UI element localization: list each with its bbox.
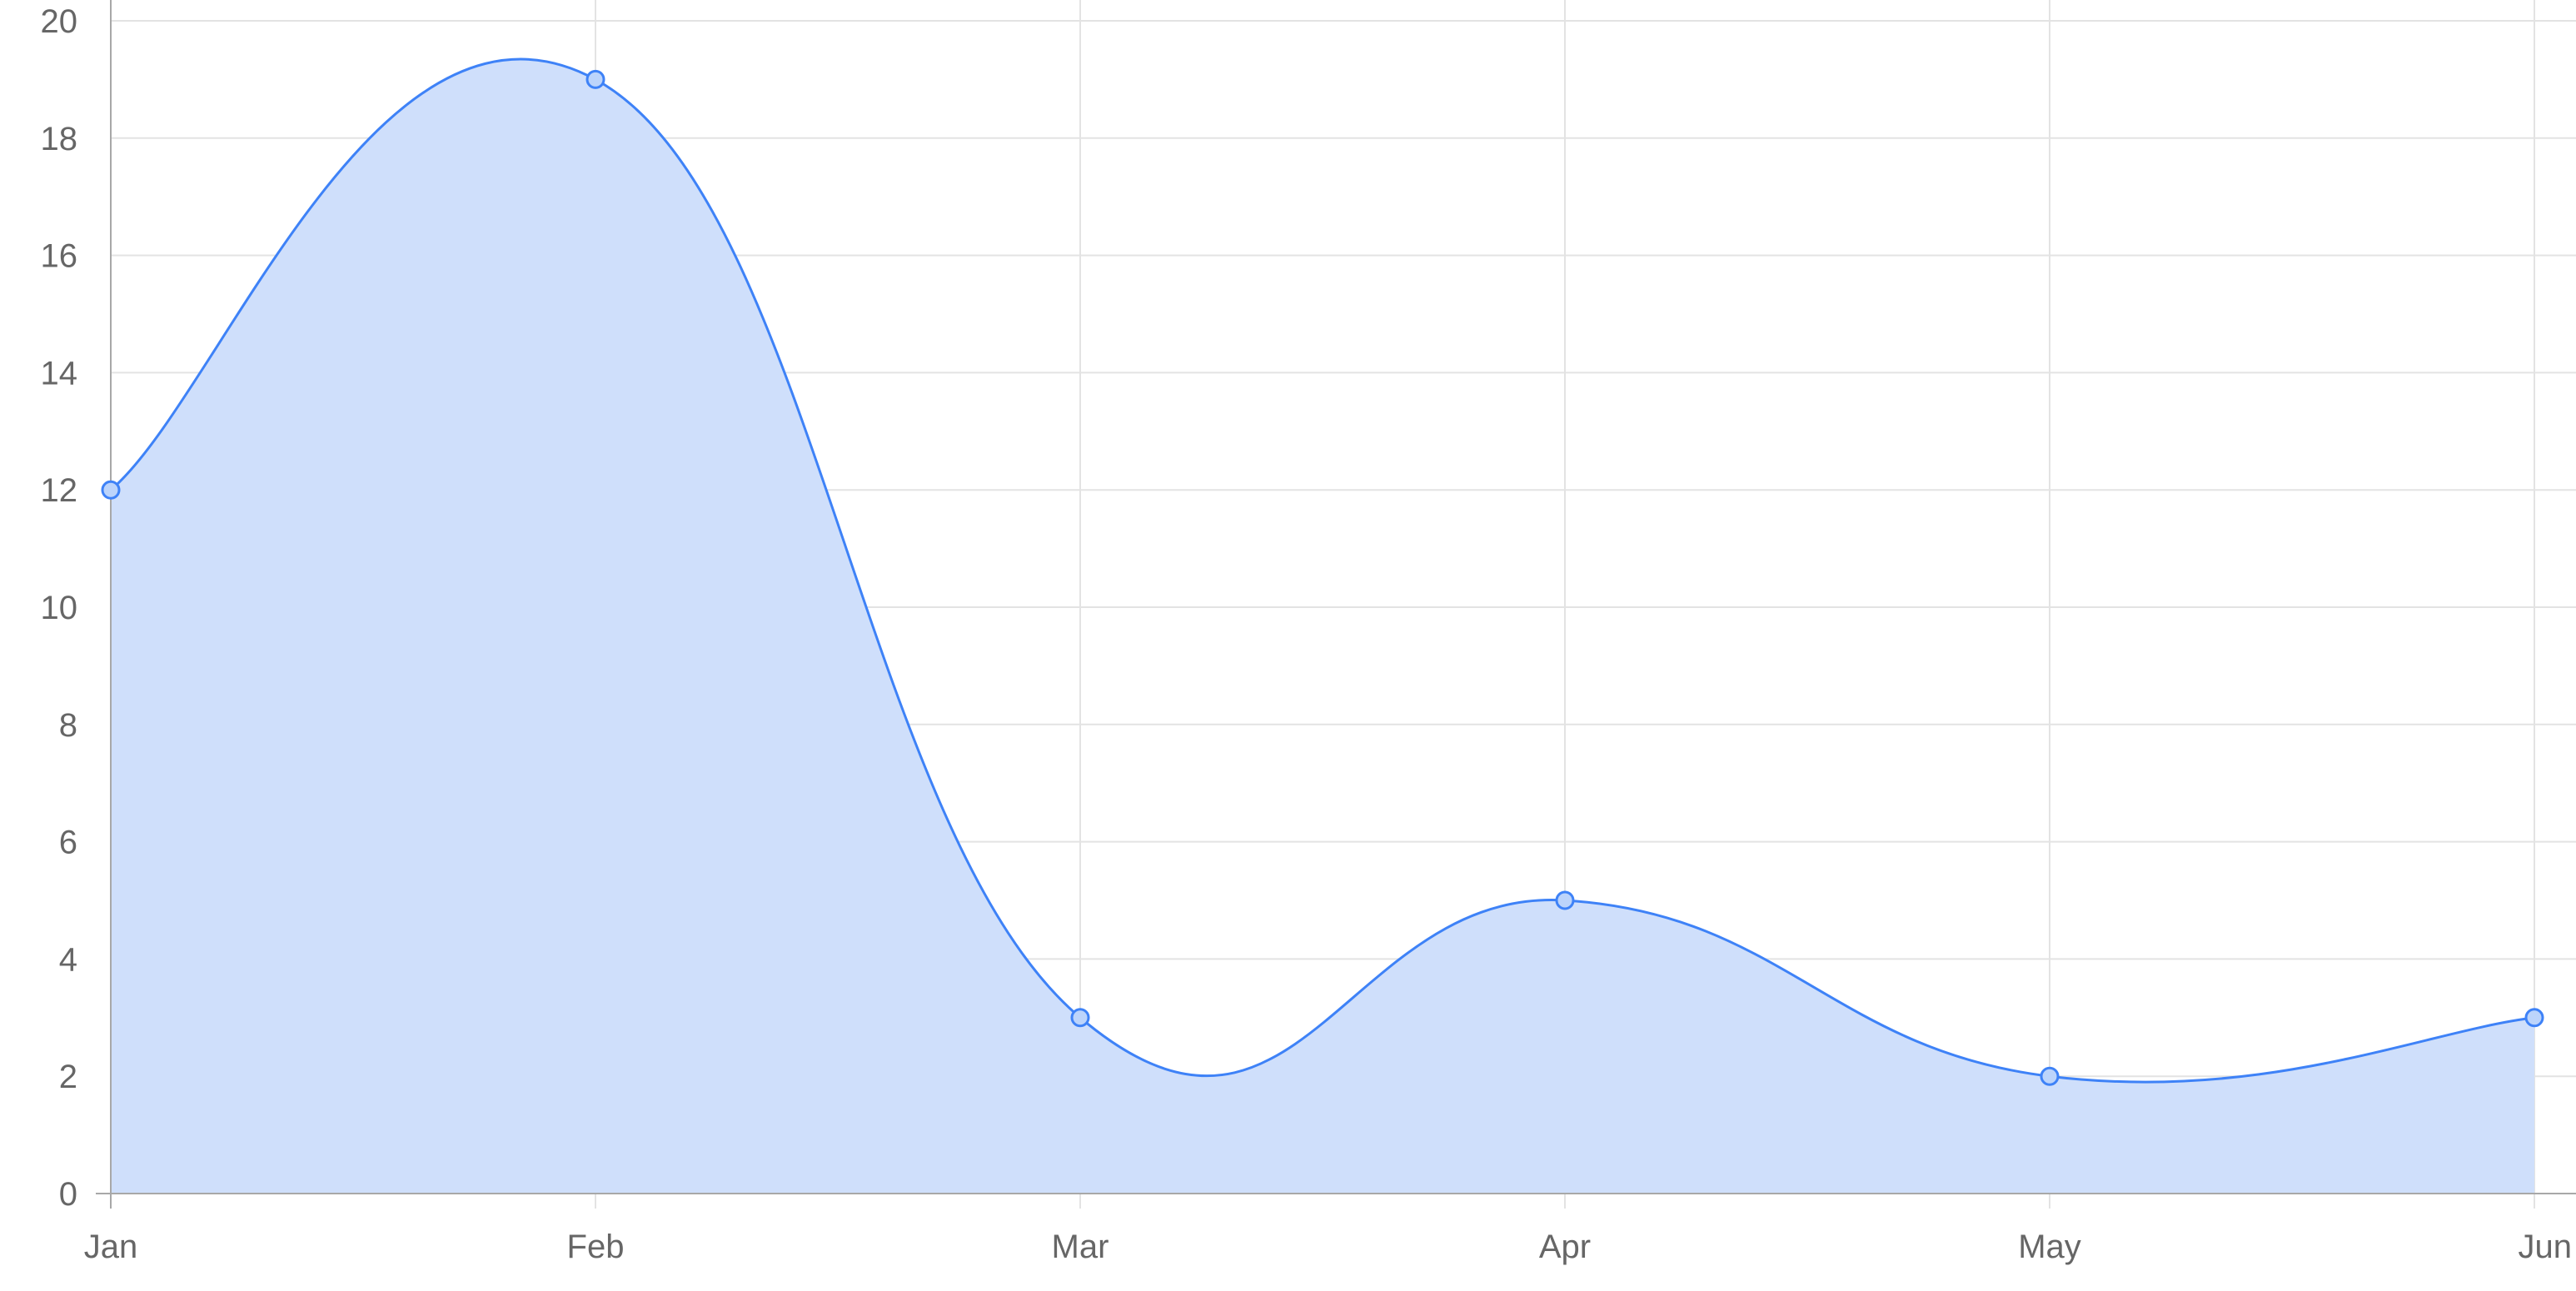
data-point <box>585 69 605 89</box>
y-tick-label: 0 <box>59 1176 77 1213</box>
series-area-fill <box>111 59 2534 1194</box>
x-tick-label: Feb <box>567 1229 625 1265</box>
y-tick-label: 4 <box>59 941 77 978</box>
y-tick-label: 14 <box>41 355 78 391</box>
y-tick-label: 2 <box>59 1059 77 1095</box>
x-axis-tick-labels: Jan Feb Mar Apr May Jun <box>84 1229 2572 1265</box>
x-tick-label: Apr <box>1539 1229 1591 1265</box>
x-tick-label: Mar <box>1052 1229 1109 1265</box>
x-tick-label: May <box>2018 1229 2081 1265</box>
y-tick-label: 10 <box>41 590 78 626</box>
y-tick-label: 6 <box>59 825 77 861</box>
x-tick-label: Jun <box>2519 1229 2573 1265</box>
y-axis-tick-labels: 0 2 4 6 8 10 12 14 16 18 20 <box>41 3 78 1213</box>
y-tick-label: 8 <box>59 707 77 744</box>
y-tick-label: 18 <box>41 121 78 157</box>
y-tick-label: 20 <box>41 3 78 40</box>
data-point <box>1070 1008 1090 1028</box>
y-tick-label: 12 <box>41 472 78 509</box>
axis-layer <box>96 0 2576 1209</box>
data-point <box>2524 1008 2544 1028</box>
x-tick-label: Jan <box>84 1229 138 1265</box>
data-point <box>2040 1066 2060 1086</box>
data-point <box>1555 890 1575 910</box>
data-point <box>101 480 121 500</box>
point-layer <box>101 69 2544 1086</box>
area-layer <box>111 59 2534 1194</box>
y-tick-label: 16 <box>41 238 78 275</box>
